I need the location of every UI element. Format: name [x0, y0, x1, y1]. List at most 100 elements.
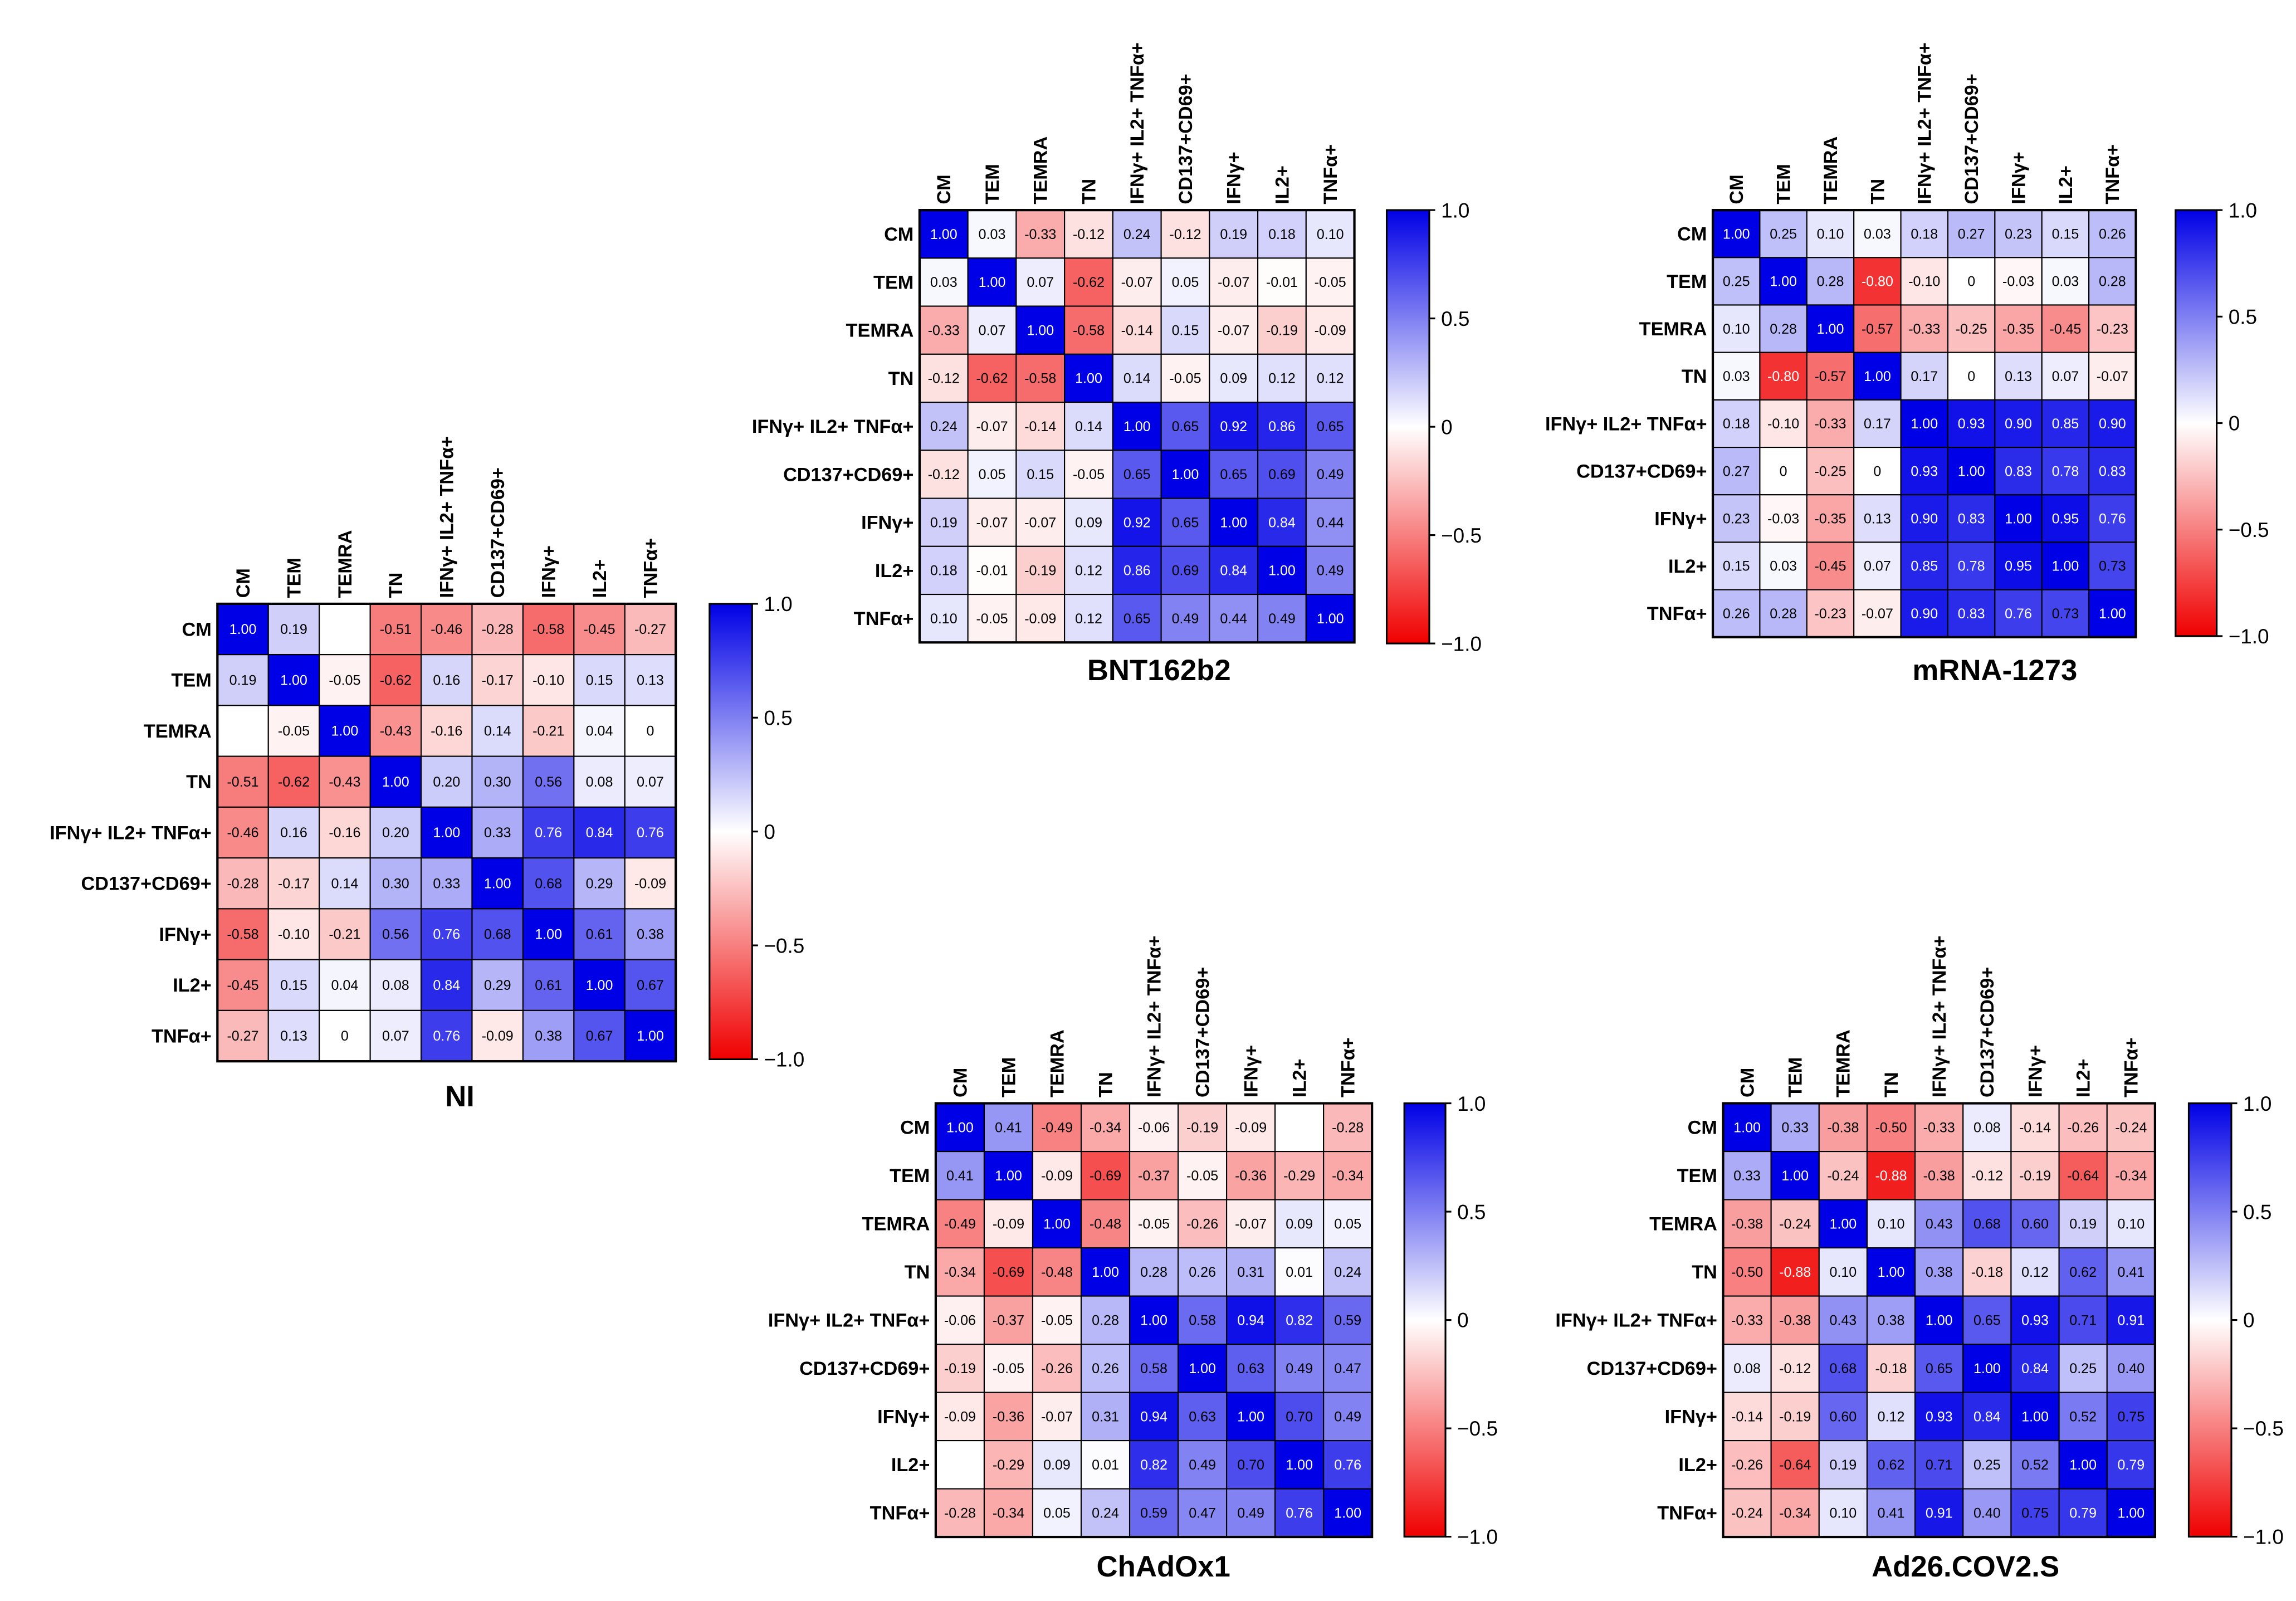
- cell-value-label: -0.19: [2019, 1168, 2051, 1184]
- heatmap-cell: [1323, 1344, 1373, 1393]
- cell-value-label: 0.08: [1733, 1361, 1761, 1377]
- colorbar-tick-label: 0: [1441, 416, 1453, 438]
- cell-value-label: 0.90: [1911, 606, 1938, 622]
- cell-value-label: 0.33: [484, 825, 511, 841]
- heatmap-cell: [1032, 1488, 1082, 1538]
- heatmap-cell: [1770, 1440, 1820, 1490]
- cell-value-label: 0.24: [930, 419, 958, 435]
- heatmap-cell: [1015, 545, 1066, 596]
- cell-value-label: -0.29: [993, 1457, 1024, 1473]
- heatmap-cell: [1305, 450, 1355, 499]
- colorbar: [709, 603, 753, 1061]
- heatmap-cell: [1947, 304, 1996, 353]
- cell-value-label: -0.80: [1767, 369, 1799, 384]
- column-label: TN: [385, 573, 407, 598]
- cell-value-label: -0.45: [227, 978, 258, 993]
- heatmap-cell: [217, 603, 269, 656]
- cell-value-label: 0.76: [1286, 1506, 1313, 1521]
- row-label: TEMRA: [1649, 1214, 1717, 1235]
- cell-value-label: 0.59: [1140, 1506, 1167, 1521]
- cell-value-label: 0.90: [1911, 511, 1938, 527]
- heatmap-cell: [319, 857, 371, 910]
- cell-value-label: -0.12: [1073, 227, 1105, 242]
- row-label: IFNγ+ IL2+ TNFα+: [50, 822, 212, 843]
- heatmap-frame: [934, 1102, 1374, 1539]
- cell-value-label: 0: [647, 724, 654, 739]
- cell-value-label: 0.23: [1723, 511, 1750, 527]
- cell-value-label: 0.49: [1189, 1457, 1216, 1473]
- heatmap-cell: [2041, 589, 2090, 638]
- cell-value-label: 0.10: [1817, 226, 1844, 242]
- cell-value-label: 1.00: [535, 927, 562, 943]
- colorbar: [1385, 209, 1430, 645]
- cell-value-label: 0.09: [1286, 1217, 1313, 1232]
- cell-value-label: 1.00: [1140, 1313, 1167, 1329]
- heatmap-cell: [983, 1247, 1034, 1297]
- heatmap-cell: [1866, 1295, 1916, 1345]
- cell-value-label: 0.71: [1926, 1457, 1953, 1473]
- row-label: IL2+: [891, 1454, 930, 1476]
- cell-value-label: -0.19: [1024, 563, 1056, 579]
- cell-value-label: 1.00: [2069, 1457, 2097, 1473]
- cell-value-label: 1.00: [1189, 1361, 1216, 1377]
- column-label: TEMRA: [335, 530, 356, 598]
- heatmap-cell: [1853, 446, 1902, 496]
- cell-value-label: 1.00: [2052, 559, 2079, 574]
- row-label: TN: [186, 772, 212, 793]
- heatmap-cell: [1962, 1151, 2012, 1200]
- cell-value-label: -0.62: [1073, 275, 1105, 290]
- heatmap-cell: [1323, 1488, 1373, 1538]
- heatmap-cell: [2010, 1295, 2060, 1345]
- heatmap-cell: [1178, 1295, 1228, 1345]
- cell-value-label: -0.17: [278, 876, 310, 891]
- cell-value-label: 0.09: [1043, 1457, 1071, 1473]
- heatmap-cell: [1209, 257, 1259, 307]
- column-label: CD137+CD69+: [1977, 967, 1998, 1097]
- cell-value-label: 0.25: [1723, 274, 1750, 290]
- cell-value-label: 0.04: [331, 978, 359, 993]
- heatmap-cell: [1305, 497, 1355, 547]
- column-label: CM: [950, 1068, 971, 1097]
- row-label: IFNγ+ IL2+ TNFα+: [768, 1310, 930, 1331]
- colorbar-tick-label: −1.0: [1441, 632, 1482, 655]
- cell-value-label: -0.12: [1779, 1361, 1811, 1377]
- cell-value-label: 0.12: [2021, 1265, 2049, 1280]
- cell-value-label: 1.00: [1926, 1313, 1953, 1329]
- heatmap-cell: [1305, 593, 1355, 643]
- cell-value-label: 0.47: [1334, 1361, 1361, 1377]
- cell-value-label: 0.76: [535, 825, 562, 841]
- row-label: IFNγ+: [1665, 1407, 1717, 1428]
- cell-value-label: 1.00: [637, 1028, 664, 1044]
- column-label: IL2+: [2073, 1058, 2094, 1097]
- cell-value-label: 0.09: [1075, 515, 1102, 530]
- column-label: TEMRA: [1030, 136, 1052, 204]
- heatmap-cell: [624, 959, 677, 1011]
- cell-value-label: -0.64: [2067, 1168, 2099, 1184]
- cell-value-label: -0.07: [1218, 275, 1249, 290]
- colorbar-tick-label: 0.5: [2243, 1200, 2271, 1223]
- heatmap-cell: [267, 857, 320, 910]
- heatmap-cell: [1274, 1102, 1325, 1153]
- cell-value-label: 0.24: [1092, 1506, 1119, 1521]
- heatmap-cell: [1947, 494, 1996, 543]
- cell-value-label: 0.15: [1723, 559, 1750, 574]
- row-label: TEM: [890, 1165, 930, 1187]
- heatmap-cell: [267, 755, 320, 808]
- cell-value-label: -0.43: [329, 774, 360, 790]
- cell-value-label: 0.56: [382, 927, 409, 943]
- cell-value-label: 0.18: [1911, 226, 1938, 242]
- column-label: TEM: [1785, 1057, 1806, 1097]
- cell-value-label: 0.73: [2099, 559, 2126, 574]
- cell-value-label: 0.68: [1829, 1361, 1857, 1377]
- heatmap-cell: [2106, 1295, 2156, 1345]
- cell-value-label: 0.01: [1286, 1265, 1313, 1280]
- heatmap-cell: [1323, 1247, 1373, 1297]
- heatmap-cell: [1032, 1102, 1082, 1153]
- column-label: IFNγ+ IL2+ TNFα+: [1127, 42, 1148, 204]
- heatmap-cell: [267, 705, 320, 757]
- heatmap-cell: [1274, 1488, 1325, 1538]
- cell-value-label: 0.85: [2052, 416, 2079, 432]
- heatmap-cell: [1178, 1199, 1228, 1249]
- cell-value-label: -0.48: [1041, 1265, 1073, 1280]
- heatmap-cell: [1806, 304, 1855, 353]
